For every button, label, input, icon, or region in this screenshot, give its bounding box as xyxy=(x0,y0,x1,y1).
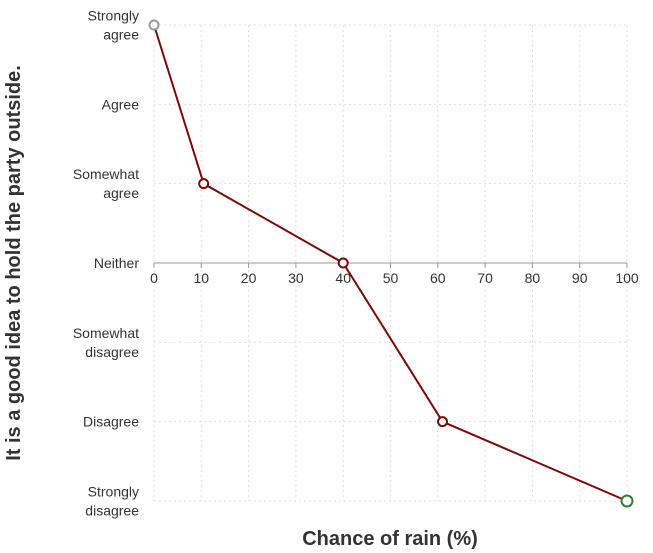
x-tick-label: 40 xyxy=(335,270,351,286)
y-tick-label: Strongly xyxy=(88,8,139,24)
y-tick-label: Somewhat xyxy=(73,325,139,341)
y-tick-label: agree xyxy=(103,185,139,201)
x-tick-label: 0 xyxy=(150,270,158,286)
y-tick-label: Disagree xyxy=(83,414,139,430)
data-point xyxy=(148,19,160,31)
grid xyxy=(153,24,628,502)
x-tick-label: 60 xyxy=(430,270,446,286)
y-tick-label: agree xyxy=(103,27,139,43)
x-axis-title: Chance of rain (%) xyxy=(302,528,478,550)
x-tick-label: 20 xyxy=(241,270,257,286)
y-tick-label: Agree xyxy=(102,96,140,112)
x-tick-label: 100 xyxy=(615,270,639,286)
x-tick-label: 90 xyxy=(572,270,588,286)
y-tick-label: disagree xyxy=(85,344,139,360)
x-axis xyxy=(153,262,628,268)
data-point xyxy=(620,494,634,508)
x-tick-label: 80 xyxy=(525,270,541,286)
data-point xyxy=(198,178,210,190)
data-point xyxy=(337,257,349,269)
y-axis-tick-labels: Strongly agree Agree Somewhat agree Neither So… xyxy=(73,8,139,519)
data-markers xyxy=(148,19,634,508)
y-tick-label: disagree xyxy=(85,503,139,519)
x-tick-label: 70 xyxy=(477,270,493,286)
x-tick-label: 10 xyxy=(194,270,210,286)
x-tick-label: 50 xyxy=(383,270,399,286)
y-tick-label: Neither xyxy=(94,255,139,271)
x-axis-tick-labels: 0 10 20 30 40 50 60 70 80 90 100 xyxy=(150,270,639,286)
y-axis-title: It is a good idea to hold the party outs… xyxy=(3,65,25,461)
data-point xyxy=(437,416,449,428)
x-tick-label: 30 xyxy=(288,270,304,286)
y-tick-label: Strongly xyxy=(88,484,139,500)
y-tick-label: Somewhat xyxy=(73,166,139,182)
